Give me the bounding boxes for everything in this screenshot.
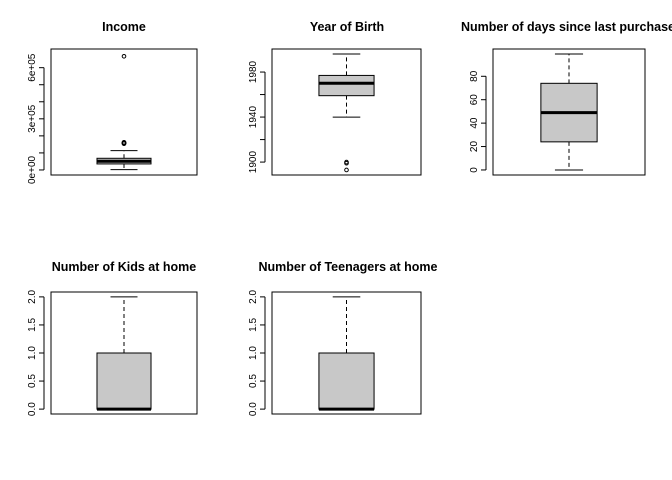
- boxplot-panel: Number of days since last purchase 0 20 40 6…: [461, 20, 672, 176]
- panel-title: Number of Kids at home: [52, 260, 197, 274]
- y-tick-label: 0.0: [27, 402, 38, 416]
- y-tick-label: 20: [469, 141, 480, 153]
- outlier-point: [121, 54, 127, 59]
- panel-title: Income: [102, 20, 146, 34]
- plot-frame: [492, 48, 646, 176]
- y-tick-label: 0.5: [248, 374, 259, 388]
- outlier-point: [344, 159, 349, 165]
- outlier-point: [344, 167, 349, 173]
- y-tick-label: 1980: [248, 60, 259, 83]
- y-tick-label: 3e+05: [27, 104, 38, 133]
- y-tick-label: 1940: [248, 106, 259, 129]
- y-tick-label: 0.5: [27, 374, 38, 388]
- boxplot-panel: Number of Kids at home 0.0 0.5 1.0 1.5 2.0: [27, 260, 198, 416]
- y-tick-label: 60: [469, 94, 480, 106]
- y-tick-label: 80: [469, 70, 480, 82]
- y-tick-label: 1.5: [248, 318, 259, 332]
- y-tick-label: 2.0: [248, 289, 259, 303]
- y-tick-label: 0.0: [248, 402, 259, 416]
- plot-frame: [50, 48, 198, 176]
- panel-title: Year of Birth: [310, 20, 384, 34]
- panel-title: Number of days since last purchase: [461, 20, 672, 34]
- y-tick-label: 2.0: [27, 289, 38, 303]
- y-tick-label: 1.0: [248, 346, 259, 360]
- iqr-box: [318, 74, 375, 97]
- iqr-box: [318, 352, 375, 410]
- boxplot-panel: Number of Teenagers at home 0.0 0.5 1.0 1.5 2…: [248, 260, 438, 416]
- boxplot-panel: Year of Birth 1900 1940 1980: [248, 20, 422, 176]
- outlier-point: [121, 139, 127, 145]
- y-tick-label: 0e+00: [27, 155, 38, 184]
- y-tick-label: 1.5: [27, 318, 38, 332]
- plot-frame: [271, 48, 422, 176]
- y-tick-label: 6e+05: [27, 53, 38, 82]
- panel-title: Number of Teenagers at home: [259, 260, 438, 274]
- plot-frame: [50, 291, 198, 415]
- iqr-box: [96, 352, 152, 410]
- y-tick-label: 0: [469, 167, 480, 173]
- plot-frame: [271, 291, 422, 415]
- y-tick-label: 40: [469, 117, 480, 129]
- boxplot-panel: Income 0e+00 3e+05 6e+05: [27, 20, 198, 184]
- y-tick-label: 1.0: [27, 346, 38, 360]
- y-tick-label: 1900: [248, 151, 259, 174]
